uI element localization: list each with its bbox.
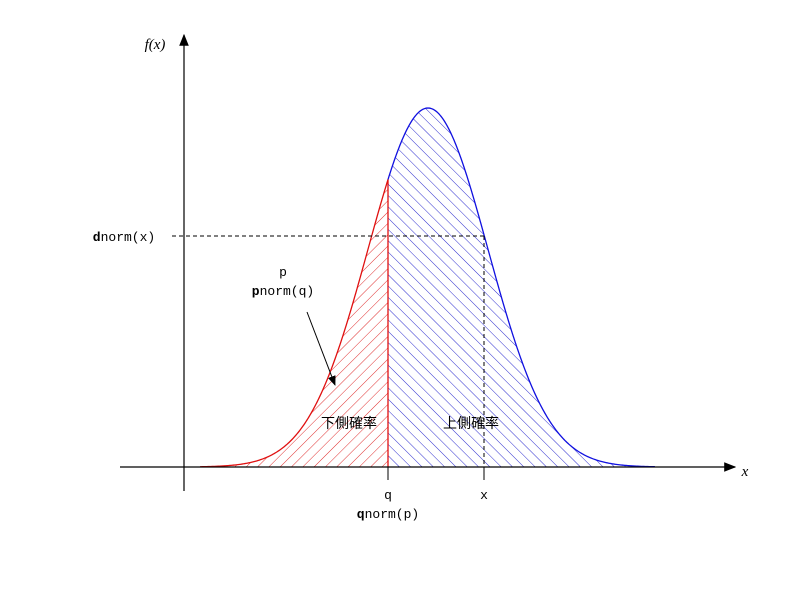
upper-area (388, 108, 655, 467)
lower-prob-label: 下側確率 (321, 415, 377, 432)
upper-prob-label: 上側確率 (443, 415, 499, 432)
lower-curve (199, 179, 389, 468)
pointer-arrow (306, 311, 336, 386)
dnorm-label: dnorm(x) (93, 230, 155, 245)
curve-group (199, 107, 656, 468)
q-label: q (384, 488, 392, 503)
qnorm-label: qnorm(p) (357, 507, 419, 522)
x-axis-label: x (741, 464, 749, 480)
lower-area (200, 179, 388, 468)
pnorm-label: pnorm(q) (252, 284, 314, 299)
p-label: p (279, 265, 287, 280)
upper-curve (387, 107, 656, 468)
x-label: x (480, 488, 488, 503)
y-axis-label: f(x) (145, 37, 166, 53)
